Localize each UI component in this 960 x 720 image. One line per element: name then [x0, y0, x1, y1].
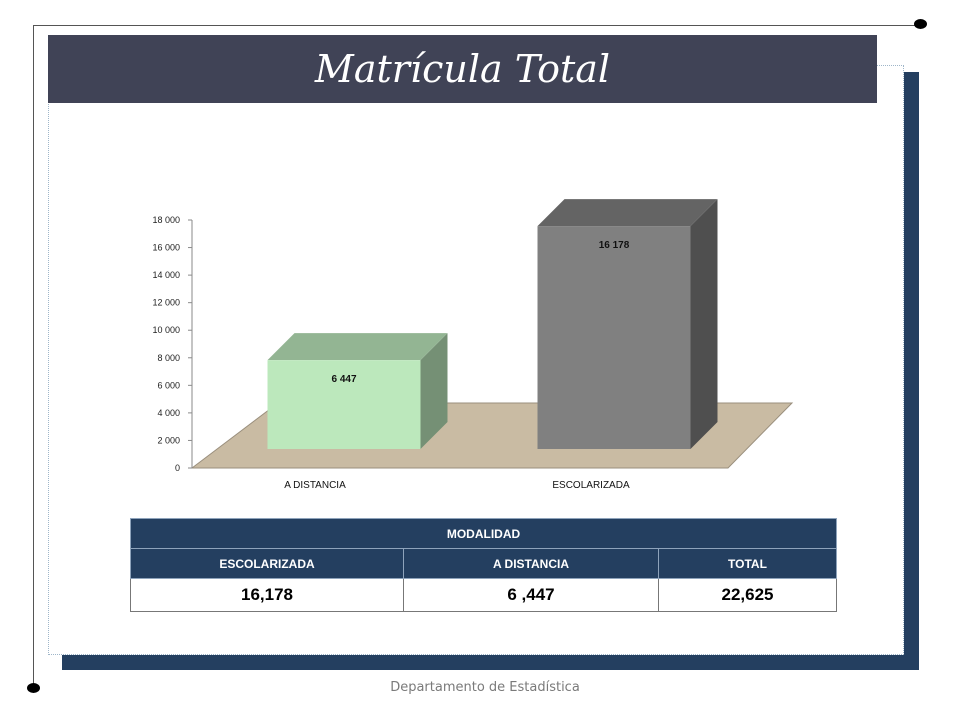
left-decoration-line [33, 25, 34, 685]
table-header-modalidad: MODALIDAD [130, 518, 837, 549]
y-tick-label: 4 000 [157, 408, 180, 418]
bar [267, 360, 421, 449]
column-a-distancia: A DISTANCIA [403, 548, 659, 579]
y-tick-label: 12 000 [152, 298, 180, 308]
bar-data-label: 6 447 [331, 374, 356, 385]
title-bar: Matrícula Total [48, 35, 877, 103]
value-escolarizada: 16,178 [130, 578, 404, 612]
x-tick-label: A DISTANCIA [284, 480, 346, 491]
footer-text: Departamento de Estadística [390, 680, 580, 695]
y-tick-label: 18 000 [152, 215, 180, 225]
y-tick-label: 14 000 [152, 270, 180, 280]
bar-top-face [537, 199, 718, 227]
summary-table: MODALIDAD ESCOLARIZADA A DISTANCIA TOTAL… [130, 518, 837, 612]
column-escolarizada: ESCOLARIZADA [130, 548, 404, 579]
value-a-distancia: 6 ,447 [403, 578, 659, 612]
table-column-row: ESCOLARIZADA A DISTANCIA TOTAL [130, 548, 837, 579]
column-total: TOTAL [658, 548, 837, 579]
y-tick-label: 0 [175, 463, 180, 473]
x-tick-label: ESCOLARIZADA [552, 480, 630, 491]
value-total: 22,625 [658, 578, 837, 612]
table-row: 16,178 6 ,447 22,625 [130, 578, 837, 612]
bar-data-label: 16 178 [599, 240, 630, 251]
top-decoration-line [33, 25, 921, 26]
top-right-dot [914, 19, 927, 29]
y-tick-label: 10 000 [152, 325, 180, 335]
bar-top-face [267, 333, 448, 361]
bar-side-face [420, 333, 448, 449]
y-tick-label: 8 000 [157, 353, 180, 363]
bar [537, 226, 691, 449]
y-tick-label: 2 000 [157, 435, 180, 445]
bar-chart: 0 2 000 4 000 6 000 8 000 10 000 12 000 14 000 1… [152, 199, 794, 491]
slide-title: Matrícula Total [314, 47, 611, 91]
y-tick-label: 6 000 [157, 380, 180, 390]
bar-side-face [690, 199, 718, 449]
table-header-row: MODALIDAD [130, 518, 837, 549]
y-tick-label: 16 000 [152, 243, 180, 253]
bottom-left-dot [27, 683, 40, 693]
